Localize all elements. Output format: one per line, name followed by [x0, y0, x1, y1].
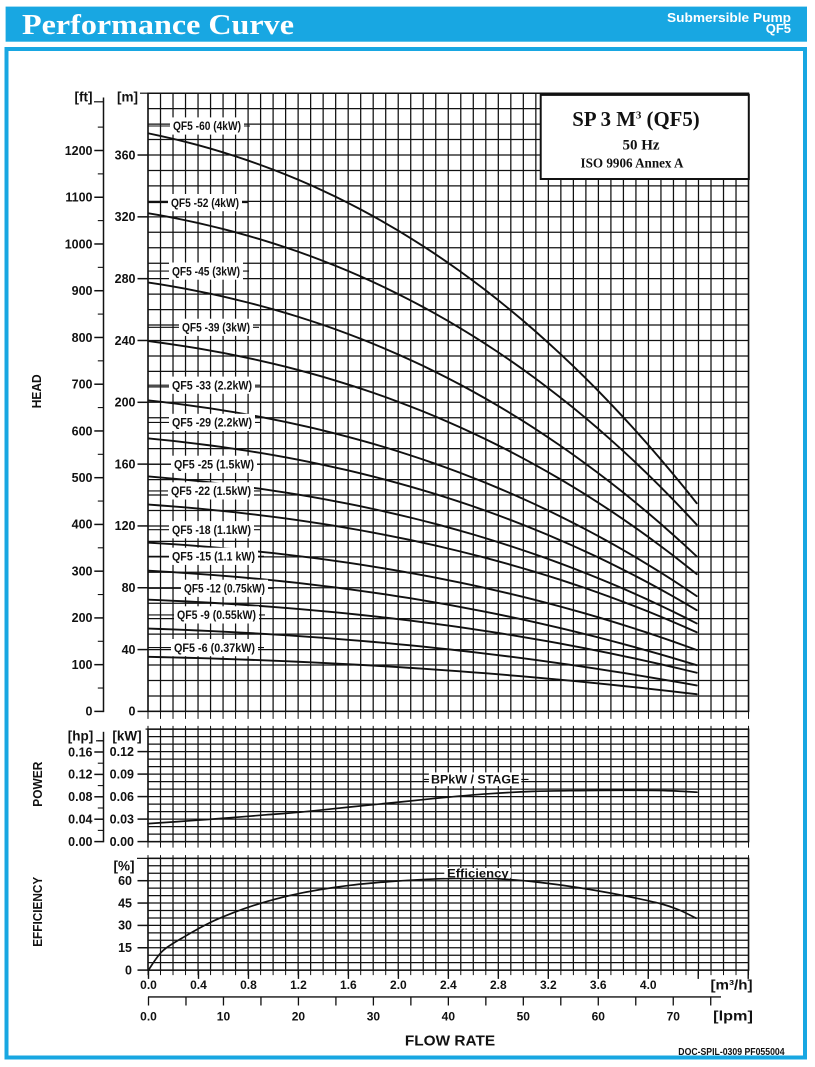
- svg-text:QF5 -15 (1.1 kW): QF5 -15 (1.1 kW): [172, 550, 255, 564]
- svg-text:0.00: 0.00: [68, 835, 92, 849]
- svg-text:[hp]: [hp]: [68, 729, 93, 744]
- svg-text:0.8: 0.8: [240, 978, 257, 992]
- svg-text:900: 900: [72, 284, 93, 298]
- svg-text:[kW]: [kW]: [112, 729, 141, 744]
- svg-text:QF5 -39 (3kW): QF5 -39 (3kW): [182, 321, 250, 335]
- svg-text:0: 0: [125, 963, 132, 977]
- svg-text:0.09: 0.09: [110, 767, 134, 781]
- svg-text:100: 100: [72, 658, 93, 672]
- svg-text:0.04: 0.04: [68, 813, 92, 827]
- svg-text:0: 0: [86, 705, 93, 719]
- svg-text:2.4: 2.4: [440, 978, 457, 992]
- svg-text:QF5 -18 (1.1kW): QF5 -18 (1.1kW): [172, 523, 251, 537]
- svg-text:QF5 -6 (0.37kW): QF5 -6 (0.37kW): [174, 641, 255, 655]
- svg-text:QF5: QF5: [766, 21, 791, 36]
- svg-text:600: 600: [72, 424, 93, 438]
- svg-text:2.0: 2.0: [390, 978, 407, 992]
- svg-text:Submersible Pump: Submersible Pump: [667, 10, 791, 25]
- svg-text:50: 50: [517, 1009, 531, 1023]
- svg-text:30: 30: [118, 919, 132, 933]
- svg-text:[ft]: [ft]: [75, 90, 93, 105]
- svg-text:QF5 -52 (4kW): QF5 -52 (4kW): [171, 196, 239, 210]
- svg-text:FLOW RATE: FLOW RATE: [405, 1032, 495, 1049]
- svg-text:POWER: POWER: [31, 762, 45, 807]
- svg-text:[%]: [%]: [114, 859, 135, 874]
- svg-text:EFFICIENCY: EFFICIENCY: [31, 876, 45, 947]
- svg-text:0.12: 0.12: [68, 768, 92, 782]
- svg-text:60: 60: [118, 874, 132, 888]
- svg-text:HEAD: HEAD: [30, 374, 44, 408]
- svg-text:Performance Curve: Performance Curve: [22, 10, 294, 41]
- svg-text:[lpm]: [lpm]: [713, 1009, 753, 1024]
- svg-text:QF5 -45 (3kW): QF5 -45 (3kW): [172, 264, 240, 278]
- svg-text:45: 45: [118, 896, 132, 910]
- svg-text:QF5 -33 (2.2kW): QF5 -33 (2.2kW): [172, 378, 252, 392]
- svg-text:500: 500: [72, 471, 93, 485]
- svg-text:0.0: 0.0: [140, 978, 157, 992]
- svg-text:80: 80: [122, 581, 136, 595]
- svg-text:QF5 -22 (1.5kW): QF5 -22 (1.5kW): [171, 484, 251, 498]
- svg-text:320: 320: [115, 210, 136, 224]
- svg-text:360: 360: [115, 148, 136, 162]
- svg-text:QF5 -60 (4kW): QF5 -60 (4kW): [173, 119, 241, 133]
- svg-text:3.6: 3.6: [590, 978, 607, 992]
- svg-text:2.8: 2.8: [490, 978, 507, 992]
- svg-text:0.06: 0.06: [110, 790, 134, 804]
- svg-text:0.00: 0.00: [110, 835, 134, 849]
- svg-text:[m³/h]: [m³/h]: [711, 978, 753, 993]
- svg-text:SP 3 M3 (QF5): SP 3 M3 (QF5): [572, 108, 699, 131]
- svg-text:0.03: 0.03: [110, 812, 134, 826]
- svg-text:10: 10: [217, 1009, 231, 1023]
- svg-text:15: 15: [118, 941, 132, 955]
- svg-text:1.2: 1.2: [290, 978, 307, 992]
- svg-text:240: 240: [115, 334, 136, 348]
- svg-text:QF5 -12 (0.75kW): QF5 -12 (0.75kW): [184, 582, 265, 596]
- svg-text:QF5 -29 (2.2kW): QF5 -29 (2.2kW): [172, 416, 252, 430]
- svg-text:BPkW / STAGE: BPkW / STAGE: [431, 773, 519, 787]
- svg-text:50 Hz: 50 Hz: [622, 137, 659, 153]
- svg-text:1100: 1100: [65, 191, 92, 205]
- svg-text:0.4: 0.4: [190, 978, 207, 992]
- svg-text:[m]: [m]: [117, 90, 138, 105]
- svg-text:40: 40: [442, 1009, 456, 1023]
- svg-text:300: 300: [72, 564, 93, 578]
- svg-text:0.16: 0.16: [68, 745, 92, 759]
- svg-text:QF5 -25 (1.5kW): QF5 -25 (1.5kW): [174, 458, 254, 472]
- svg-text:60: 60: [592, 1009, 606, 1023]
- svg-text:800: 800: [72, 331, 93, 345]
- svg-text:280: 280: [115, 272, 136, 286]
- svg-text:700: 700: [72, 378, 93, 392]
- svg-text:200: 200: [72, 611, 93, 625]
- svg-text:0.0: 0.0: [140, 1009, 157, 1023]
- svg-text:4.0: 4.0: [640, 978, 657, 992]
- svg-text:Efficiency: Efficiency: [447, 866, 509, 880]
- svg-text:1200: 1200: [65, 144, 93, 158]
- svg-text:20: 20: [292, 1009, 306, 1023]
- svg-text:160: 160: [115, 457, 136, 471]
- svg-text:3.2: 3.2: [540, 978, 557, 992]
- svg-text:30: 30: [367, 1009, 381, 1023]
- svg-text:400: 400: [72, 518, 93, 532]
- svg-text:QF5 -9 (0.55kW): QF5 -9 (0.55kW): [177, 608, 256, 622]
- svg-text:1.6: 1.6: [340, 978, 357, 992]
- svg-text:0.08: 0.08: [68, 790, 92, 804]
- svg-text:200: 200: [115, 396, 136, 410]
- svg-text:40: 40: [122, 643, 136, 657]
- svg-text:DOC-SPIL-0309 PF055004: DOC-SPIL-0309 PF055004: [678, 1047, 785, 1058]
- svg-text:ISO 9906 Annex A: ISO 9906 Annex A: [581, 156, 685, 171]
- svg-text:0: 0: [129, 705, 136, 719]
- svg-text:70: 70: [667, 1009, 681, 1023]
- svg-text:120: 120: [115, 519, 136, 533]
- svg-text:1000: 1000: [65, 237, 93, 251]
- svg-text:0.12: 0.12: [110, 745, 134, 759]
